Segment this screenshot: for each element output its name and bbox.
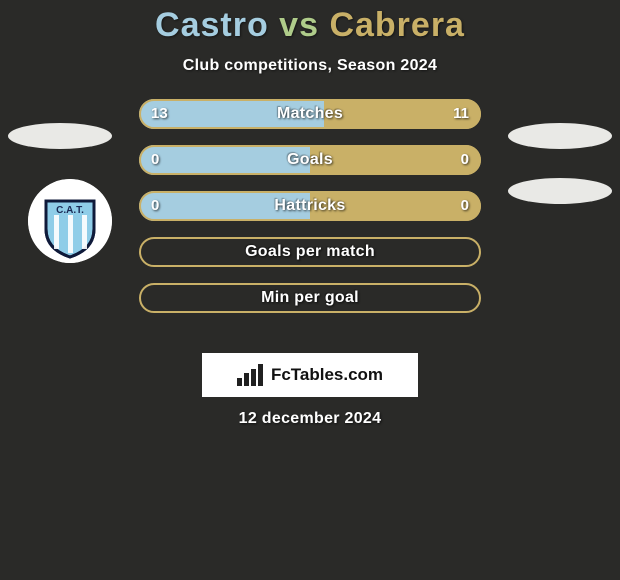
stat-row: Goals0 0 [0, 145, 620, 191]
stat-value-left: 0 [151, 191, 159, 221]
stat-value-right: 0 [461, 191, 469, 221]
stat-row: Goals per match [0, 237, 620, 283]
stat-pill: Min per goal [139, 283, 481, 313]
date-label: 12 december 2024 [0, 410, 620, 428]
player2-name: Cabrera [329, 6, 465, 44]
stat-label: Goals [139, 145, 481, 175]
stat-label: Min per goal [139, 283, 481, 313]
stat-value-right: 0 [461, 145, 469, 175]
stat-value-left: 0 [151, 145, 159, 175]
stat-label: Hattricks [139, 191, 481, 221]
vs-label: vs [279, 6, 319, 44]
stat-pill: Goals per match [139, 237, 481, 267]
source-logo-text: FcTables.com [271, 365, 383, 385]
source-logo: FcTables.com [202, 353, 418, 397]
stat-label: Matches [139, 99, 481, 129]
page-title: Castro vs Cabrera [0, 0, 620, 49]
stat-value-left: 13 [151, 99, 168, 129]
player1-name: Castro [155, 6, 269, 44]
stat-pill: Hattricks0 0 [139, 191, 481, 221]
stat-row: Hattricks0 0 [0, 191, 620, 237]
stat-pill: Goals0 0 [139, 145, 481, 175]
subtitle: Club competitions, Season 2024 [0, 49, 620, 99]
stat-row: Min per goal [0, 283, 620, 329]
stat-label: Goals per match [139, 237, 481, 267]
stat-row: Matches13 11 [0, 99, 620, 145]
bar-chart-icon [237, 364, 265, 386]
comparison-card: Castro vs Cabrera Club competitions, Sea… [0, 0, 620, 329]
stat-rows: Matches1311Goals00Hattricks00Goals per m… [0, 99, 620, 329]
stat-pill: Matches13 11 [139, 99, 481, 129]
stat-value-right: 11 [453, 99, 469, 129]
